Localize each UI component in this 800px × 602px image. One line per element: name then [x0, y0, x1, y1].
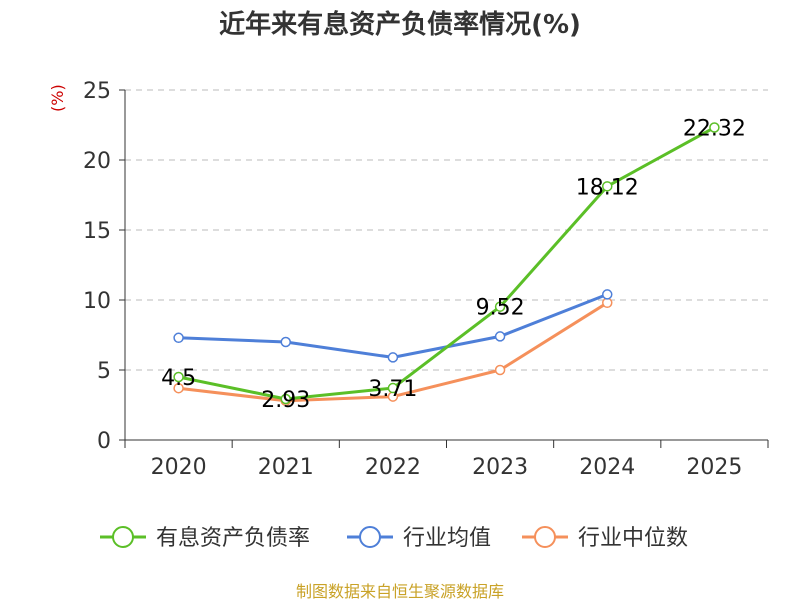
y-tick-label-0: 0 — [97, 429, 111, 454]
series-line-1 — [178, 293, 608, 359]
y-tick-label-20: 20 — [83, 149, 111, 174]
chart-title: 近年来有息资产负债率情况(%) — [219, 10, 581, 40]
series-0-data-label-2020: 4.5 — [161, 366, 196, 391]
series-0-data-label-2023: 9.52 — [476, 296, 525, 321]
series-1-point-2024 — [602, 289, 613, 300]
series-1-point-2023 — [494, 331, 506, 342]
x-tick-label-2020: 2020 — [151, 455, 207, 480]
y-tick-label-25: 25 — [83, 79, 111, 104]
legend-marker-2 — [534, 526, 556, 548]
series-1-point-2022 — [387, 352, 399, 363]
series-2-point-2020 — [173, 382, 184, 394]
series-0-point-2021 — [280, 393, 291, 405]
series-0-point-2024 — [602, 181, 613, 192]
series-0-data-label-2022: 3.71 — [368, 377, 417, 402]
y-tick-label-10: 10 — [83, 289, 111, 314]
series-0-data-label-2025: 22.32 — [683, 117, 746, 142]
x-tick-label-2023: 2023 — [472, 455, 528, 480]
legend-label-0: 有息资产负债率 — [156, 526, 310, 551]
y-tick-label-5: 5 — [97, 359, 111, 384]
series-0-point-2020 — [173, 371, 184, 383]
legend-label-1: 行业均值 — [403, 526, 491, 551]
legend-marker-0 — [112, 526, 134, 548]
x-tick-label-2022: 2022 — [365, 455, 421, 480]
series-0-data-label-2024: 18.12 — [576, 175, 639, 200]
data-source-note: 制图数据来自恒生聚源数据库 — [295, 582, 504, 601]
x-tick-label-2025: 2025 — [686, 455, 742, 480]
series-0-point-2023 — [494, 301, 506, 312]
series-0-data-label-2021: 2.93 — [261, 388, 310, 413]
x-tick-label-2021: 2021 — [258, 455, 314, 480]
series-0-point-2025 — [709, 122, 720, 133]
x-tick-label-2024: 2024 — [579, 455, 635, 480]
series-0-point-2022 — [387, 382, 399, 394]
y-tick-label-15: 15 — [83, 219, 111, 244]
legend-marker-1 — [359, 526, 381, 548]
series-1-point-2021 — [280, 336, 291, 348]
series-2-point-2023 — [494, 364, 506, 376]
series-line-0 — [178, 126, 716, 401]
legend-label-2: 行业中位数 — [578, 526, 688, 551]
series-1-point-2020 — [173, 332, 184, 344]
